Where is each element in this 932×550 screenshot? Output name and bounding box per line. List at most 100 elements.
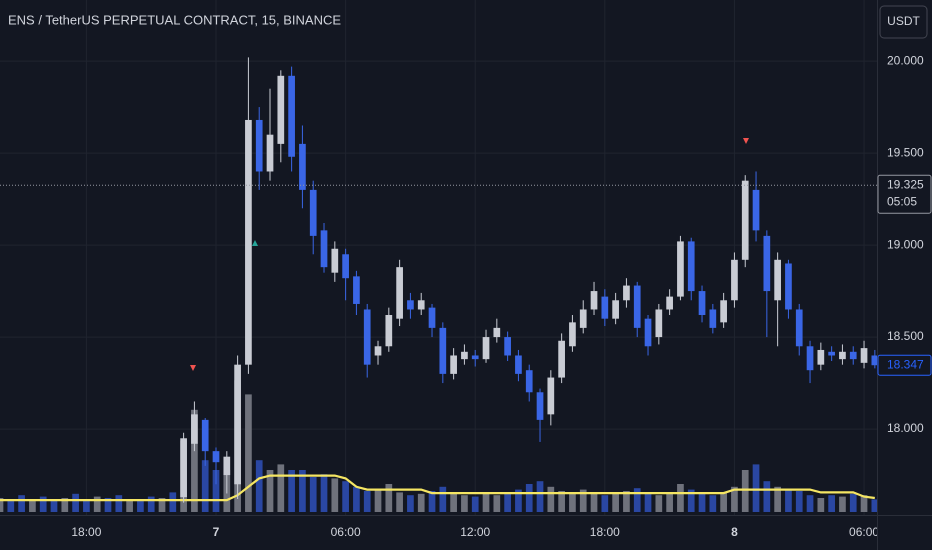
volume-pane: [0, 380, 877, 512]
volume-bar: [169, 492, 177, 512]
volume-bar: [104, 498, 112, 512]
candle-body: [763, 235, 771, 292]
volume-bar: [137, 499, 144, 512]
signal-marker: [190, 365, 196, 371]
volume-bar: [839, 496, 846, 512]
candle-body: [212, 451, 220, 463]
candle-body: [817, 349, 825, 365]
candle-body: [201, 419, 209, 452]
candle-body: [299, 143, 306, 190]
volume-bar: [72, 493, 79, 512]
candle-body: [417, 300, 425, 310]
volume-bar: [536, 481, 544, 512]
candle-body: [569, 322, 576, 347]
volume-bar: [493, 495, 501, 512]
volume-bar: [115, 495, 123, 512]
candle-body: [871, 355, 877, 366]
volume-bar: [417, 493, 425, 512]
volume-bar: [828, 495, 835, 512]
y-tick-label: 18.000: [887, 421, 924, 435]
candle-body: [731, 259, 738, 301]
candle-body: [288, 75, 295, 157]
candle-body: [515, 355, 522, 374]
price-countdown: 05:05: [887, 194, 917, 208]
y-tick-label: 19.000: [887, 237, 924, 251]
volume-bar: [752, 464, 760, 512]
candle-body: [698, 291, 706, 315]
volume-bar: [331, 478, 339, 512]
volume-bar: [515, 489, 522, 512]
x-tick-label: 7: [213, 525, 220, 539]
volume-bar: [201, 460, 209, 512]
candle-body: [558, 340, 565, 378]
candle-body: [720, 300, 727, 323]
volume-bar: [461, 495, 468, 512]
y-tick-label: 20.000: [887, 53, 924, 67]
volume-bar: [439, 486, 447, 512]
candle-body: [774, 259, 781, 301]
volume-bar: [795, 491, 803, 512]
volume-bar: [860, 495, 868, 512]
volume-bar: [763, 481, 771, 512]
volume-bar: [785, 489, 792, 512]
candle-body: [860, 348, 868, 363]
x-tick-label: 18:00: [590, 525, 620, 539]
candle-body: [363, 309, 371, 365]
volume-bar: [0, 498, 4, 512]
volume-bar: [633, 488, 641, 512]
candle-body: [482, 337, 490, 360]
candle-body: [461, 351, 468, 360]
volume-bar: [677, 484, 684, 512]
candle-body: [309, 189, 317, 236]
volume-bar: [385, 484, 393, 512]
candle-body: [342, 254, 349, 279]
last-price-label: 18.347: [887, 357, 924, 371]
candle-body: [536, 392, 544, 420]
signal-marker: [252, 240, 258, 246]
candle-body: [450, 355, 457, 374]
currency-button-label[interactable]: USDT: [887, 14, 920, 28]
volume-bar: [83, 499, 90, 512]
candle-body: [525, 370, 533, 393]
chart-title: ENS / TetherUS PERPETUAL CONTRACT, 15, B…: [8, 12, 341, 27]
volume-bar: [309, 477, 317, 512]
price-line-box: [877, 174, 932, 214]
volume-bar: [817, 498, 825, 512]
candle-pane: [180, 57, 877, 503]
volume-bar: [655, 495, 663, 512]
candle-body: [255, 119, 263, 172]
volume-bar: [709, 495, 717, 512]
candle-body: [677, 241, 684, 297]
candle-body: [331, 248, 339, 273]
volume-bar: [299, 470, 306, 512]
candle-body: [320, 230, 328, 268]
candle-body: [839, 351, 846, 360]
volume-bar: [849, 493, 857, 512]
volume-bar: [93, 496, 101, 512]
volume-bar: [158, 498, 166, 512]
candle-body: [633, 285, 641, 328]
candle-body: [752, 189, 760, 231]
candle-body: [687, 241, 695, 292]
price-line-label: 19.325: [887, 177, 924, 191]
volume-bar: [612, 492, 619, 512]
volume-bar: [277, 464, 285, 512]
candle-body: [266, 134, 274, 172]
candle-body: [428, 307, 436, 328]
candle-body: [223, 456, 231, 476]
volume-bar: [353, 486, 360, 512]
candle-body: [396, 267, 403, 319]
volume-bar: [731, 486, 738, 512]
x-tick-label: 18:00: [71, 525, 101, 539]
volume-bar: [126, 500, 133, 512]
volume-bar: [7, 500, 15, 512]
volume-bar: [407, 495, 414, 512]
volume-bar: [525, 484, 533, 512]
currency-button[interactable]: [879, 5, 928, 39]
volume-bar: [569, 492, 576, 512]
x-tick-label: 06:00: [849, 525, 879, 539]
x-tick-label: 06:00: [331, 525, 361, 539]
candle-body: [245, 119, 252, 365]
volume-bar: [504, 492, 511, 512]
